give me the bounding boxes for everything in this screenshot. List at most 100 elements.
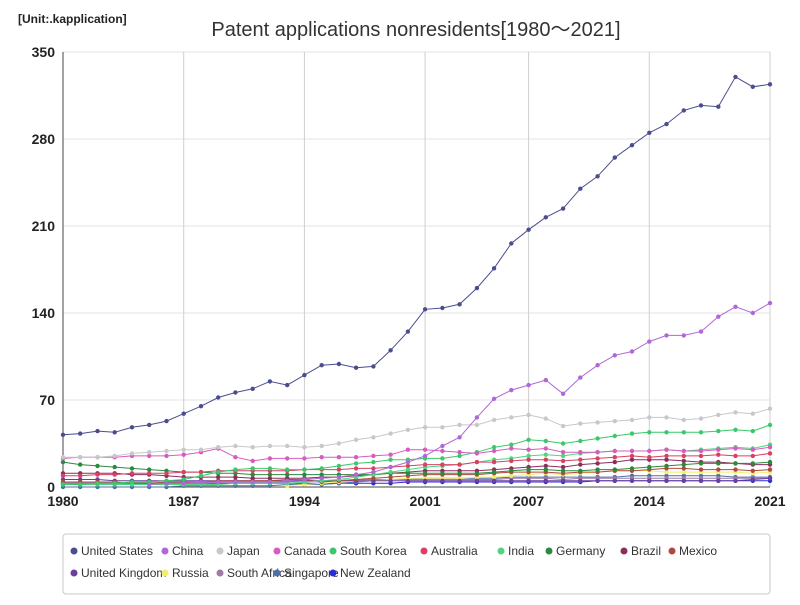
data-point-canada xyxy=(733,446,738,451)
y-tick-label: 280 xyxy=(32,131,56,147)
data-point-australia xyxy=(509,458,514,464)
data-point-japan xyxy=(509,415,514,420)
data-point-germany xyxy=(95,463,100,469)
data-point-china xyxy=(181,481,186,486)
data-point-united-kingdom xyxy=(698,478,704,483)
legend-label: United States xyxy=(81,544,153,558)
data-point-germany xyxy=(509,468,514,473)
legend-item-united-kingdom[interactable]: United Kingdom xyxy=(70,566,167,580)
legend-item-new-zealand[interactable]: New Zealand xyxy=(329,566,411,580)
legend-item-united-states[interactable]: United States xyxy=(70,544,154,558)
data-point-south-korea xyxy=(181,477,186,482)
data-point-germany xyxy=(543,467,548,472)
data-point-united-states xyxy=(595,174,600,179)
data-point-united-kingdom xyxy=(388,478,393,483)
data-point-united-kingdom xyxy=(767,476,773,481)
axes xyxy=(62,52,770,488)
data-point-united-states xyxy=(664,121,669,127)
data-point-united-states xyxy=(302,372,307,378)
data-point-china xyxy=(612,353,617,358)
legend-item-south-korea[interactable]: South Korea xyxy=(329,544,408,558)
data-point-china xyxy=(750,310,755,316)
data-point-united-states xyxy=(267,379,273,384)
data-point-united-kingdom xyxy=(595,478,600,483)
data-point-south-korea xyxy=(216,469,221,475)
data-point-south-korea xyxy=(198,473,204,478)
data-point-canada xyxy=(698,448,704,454)
chart-title: Patent applications nonresidents[1980～20… xyxy=(211,19,620,41)
data-point-canada xyxy=(353,455,359,460)
data-point-china xyxy=(767,300,773,306)
data-point-china xyxy=(629,349,635,354)
legend-item-singapore[interactable]: Singapore xyxy=(273,566,340,580)
data-point-australia xyxy=(78,473,83,478)
data-point-japan xyxy=(578,421,583,426)
data-point-united-kingdom xyxy=(422,478,428,483)
legend-item-canada[interactable]: Canada xyxy=(273,544,327,558)
legend-item-australia[interactable]: Australia xyxy=(420,544,479,558)
legend-label: Brazil xyxy=(631,544,661,558)
legend-label: South Korea xyxy=(340,544,407,558)
data-point-south-korea xyxy=(664,430,669,435)
legend-item-japan[interactable]: Japan xyxy=(216,544,260,558)
x-tick-label: 2014 xyxy=(634,493,665,509)
data-point-united-states xyxy=(371,364,376,369)
data-point-china xyxy=(698,329,704,334)
data-point-japan xyxy=(612,418,617,424)
data-point-mexico xyxy=(371,476,376,481)
data-point-india xyxy=(560,453,566,459)
legend-item-india[interactable]: India xyxy=(497,544,535,558)
legend-item-south-africa[interactable]: South Africa xyxy=(216,566,293,580)
data-point-south-korea xyxy=(302,467,307,472)
data-point-china xyxy=(422,453,428,459)
legend-marker xyxy=(620,547,628,555)
data-point-australia xyxy=(147,471,152,476)
legend-item-germany[interactable]: Germany xyxy=(545,544,606,558)
data-point-united-kingdom xyxy=(405,478,411,483)
data-point-germany xyxy=(319,472,324,477)
data-point-brazil xyxy=(560,464,566,470)
data-point-south-korea xyxy=(560,441,566,446)
data-point-south-korea xyxy=(681,430,686,435)
data-point-united-kingdom xyxy=(612,478,617,483)
legend-label: Russia xyxy=(172,566,209,580)
data-point-germany xyxy=(560,468,566,473)
data-point-united-states xyxy=(526,227,531,232)
y-tick-label: 210 xyxy=(32,218,56,234)
data-point-south-korea xyxy=(698,430,704,435)
legend-item-russia[interactable]: Russia xyxy=(161,566,210,580)
data-point-germany xyxy=(405,471,411,476)
data-point-germany xyxy=(491,469,497,475)
data-point-united-kingdom xyxy=(750,477,755,482)
data-point-germany xyxy=(595,467,600,472)
data-point-japan xyxy=(285,443,290,449)
legend-item-mexico[interactable]: Mexico xyxy=(668,544,718,558)
legend-label: Singapore xyxy=(284,566,339,580)
data-point-mexico xyxy=(388,474,393,480)
data-point-japan xyxy=(353,437,359,442)
data-point-united-states xyxy=(681,108,686,113)
data-point-united-states xyxy=(457,302,462,307)
data-point-japan xyxy=(405,427,411,432)
data-point-united-states xyxy=(750,84,755,90)
data-point-russia xyxy=(509,473,514,478)
data-point-united-states xyxy=(716,104,721,109)
data-point-china xyxy=(664,333,669,338)
legend-label: Australia xyxy=(431,544,478,558)
legend-item-brazil[interactable]: Brazil xyxy=(620,544,662,558)
data-point-canada xyxy=(612,448,617,454)
data-point-united-kingdom xyxy=(526,478,531,483)
data-point-mexico xyxy=(767,467,773,472)
data-point-china xyxy=(474,415,480,420)
data-point-japan xyxy=(750,411,755,416)
legend-marker xyxy=(216,547,224,555)
data-point-mexico xyxy=(733,467,738,472)
data-point-canada xyxy=(336,455,342,460)
data-point-united-states xyxy=(336,361,342,367)
data-point-brazil xyxy=(250,476,255,481)
data-point-australia xyxy=(181,469,186,475)
legend-item-china[interactable]: China xyxy=(161,544,204,558)
data-point-united-kingdom xyxy=(716,478,721,483)
legend-marker xyxy=(545,547,553,555)
